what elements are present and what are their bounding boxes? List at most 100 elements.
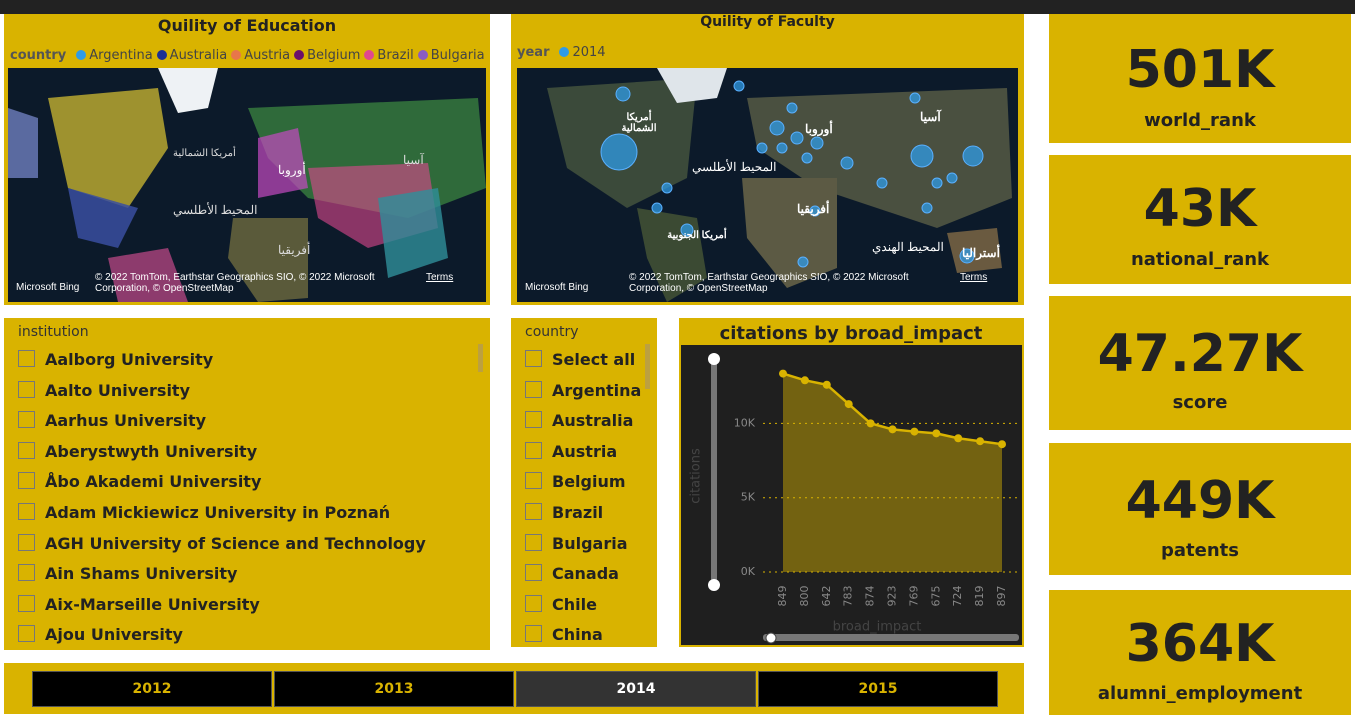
top-bar	[0, 0, 1355, 14]
slicer-item[interactable]: Aberystwyth University	[18, 437, 426, 468]
legend-entry[interactable]: Argentina	[89, 48, 153, 63]
checkbox[interactable]	[18, 350, 35, 367]
point[interactable]	[866, 419, 875, 428]
checkbox[interactable]	[18, 502, 35, 520]
slicer-item-label: Brazil	[552, 502, 604, 522]
point[interactable]	[844, 400, 853, 409]
point[interactable]	[822, 380, 831, 389]
slicer-item[interactable]: Chile	[525, 590, 641, 621]
point[interactable]	[888, 425, 897, 434]
checkbox[interactable]	[525, 625, 542, 643]
slicer-item[interactable]: AGH University of Science and Technology	[18, 529, 426, 560]
point[interactable]	[976, 437, 985, 446]
checkbox[interactable]	[525, 350, 542, 367]
kpi-label: alumni_employment	[1097, 683, 1303, 704]
range-slider[interactable]	[711, 358, 717, 586]
slicer-item[interactable]: Australia	[525, 406, 641, 437]
year-slicer: 2012 2013 2014 2015	[4, 663, 1024, 714]
slicer-item-label: Aalto University	[45, 380, 190, 400]
checkbox[interactable]	[18, 625, 35, 643]
slicer-item[interactable]: Brazil	[525, 498, 641, 529]
checkbox[interactable]	[18, 533, 35, 551]
slicer-item[interactable]: Ain Shams University	[18, 559, 426, 590]
checkbox[interactable]	[525, 594, 542, 612]
kpi-card: 449K patents	[1049, 443, 1351, 575]
year-button[interactable]: 2015	[758, 671, 998, 707]
x-tick-label: 675	[929, 586, 942, 607]
year-button[interactable]: 2012	[32, 671, 272, 707]
point[interactable]	[932, 429, 941, 438]
kpi-label: national_rank	[1130, 249, 1270, 270]
checkbox[interactable]	[525, 380, 542, 398]
legend-entry[interactable]: Belgium	[307, 48, 361, 63]
legend-entry[interactable]: Austria	[244, 48, 291, 63]
slider-handle[interactable]	[708, 353, 720, 365]
legend-entry[interactable]: Bulgaria	[430, 48, 485, 63]
slicer-item[interactable]: Austria	[525, 437, 641, 468]
slicer-item[interactable]: Ajou University	[18, 620, 426, 651]
slicer-item[interactable]: China	[525, 620, 641, 651]
map: أمريكا الشمالية المحيط الأطلسي أوروبا آس…	[517, 68, 1018, 302]
x-tick-label: 897	[995, 586, 1008, 607]
point[interactable]	[910, 427, 919, 436]
checkbox[interactable]	[18, 564, 35, 582]
legend-dot	[364, 50, 375, 60]
checkbox[interactable]	[18, 594, 35, 612]
slicer-item-label: Argentina	[552, 380, 642, 400]
kpi-value: 364K	[1125, 614, 1275, 674]
map-terms[interactable]: Terms	[426, 272, 454, 283]
slicer-item[interactable]: Argentina	[525, 376, 641, 407]
checkbox[interactable]	[525, 564, 542, 582]
checkbox[interactable]	[525, 472, 542, 490]
legend-dot	[231, 50, 242, 60]
year-button[interactable]: 2014	[516, 671, 756, 707]
slicer-item-label: Åbo Akademi University	[45, 472, 262, 492]
legend-entry[interactable]: Australia	[169, 48, 228, 63]
map-art	[8, 68, 486, 302]
institution-slicer: institution Aalborg University Aalto Univ…	[4, 318, 490, 650]
point[interactable]	[800, 376, 809, 385]
slider-handle[interactable]	[708, 579, 720, 591]
slicer-item[interactable]: Aalto University	[18, 376, 426, 407]
map-title: Quility of Faculty	[700, 14, 835, 30]
legend-dot	[156, 50, 167, 60]
y-tick-label: 5K	[741, 491, 756, 504]
slicer-item[interactable]: Belgium	[525, 467, 641, 498]
checkbox[interactable]	[18, 441, 35, 459]
slicer-item-label: Aarhus University	[45, 411, 207, 431]
point[interactable]	[779, 369, 787, 378]
checkbox[interactable]	[525, 533, 542, 551]
slicer-item[interactable]: Aarhus University	[18, 406, 426, 437]
slicer-item[interactable]: Select all	[525, 345, 641, 376]
checkbox[interactable]	[18, 472, 35, 490]
year-button[interactable]: 2013	[274, 671, 514, 707]
checkbox[interactable]	[18, 380, 35, 398]
scroll-slider[interactable]	[763, 634, 1019, 641]
checkbox[interactable]	[18, 411, 35, 429]
slicer-item-label: Chile	[552, 594, 597, 614]
slicer-item[interactable]: Adam Mickiewicz University in Poznań	[18, 498, 426, 529]
slicer-item-label: China	[552, 625, 603, 645]
slider-handle[interactable]	[765, 632, 777, 644]
slicer-item[interactable]: Bulgaria	[525, 529, 641, 560]
slicer-item[interactable]: Åbo Akademi University	[18, 467, 426, 498]
checkbox[interactable]	[525, 411, 542, 429]
slicer-item[interactable]: Aix-Marseille University	[18, 590, 426, 621]
slicer-item[interactable]: Aalborg University	[18, 345, 426, 376]
slicer-item[interactable]: Canada	[525, 559, 641, 590]
map-label: أفريقيا	[797, 202, 830, 216]
map-label: أوروبا	[278, 163, 306, 177]
checkbox[interactable]	[525, 441, 542, 459]
legend-entry[interactable]: Brazil	[377, 48, 414, 63]
slicer-item-label: Belgium	[552, 472, 626, 492]
checkbox[interactable]	[525, 502, 542, 520]
legend-entry[interactable]: 2014	[572, 45, 606, 60]
slicer-item-label: AGH University of Science and Technology	[45, 533, 426, 553]
kpi-value: 47.27K	[1097, 324, 1303, 384]
slicer-item-label: Australia	[552, 411, 634, 431]
point[interactable]	[954, 434, 963, 443]
map-terms[interactable]: Terms	[960, 272, 988, 283]
point[interactable]	[998, 440, 1006, 449]
x-tick-label: 642	[820, 586, 833, 607]
legend-dot	[294, 50, 305, 60]
